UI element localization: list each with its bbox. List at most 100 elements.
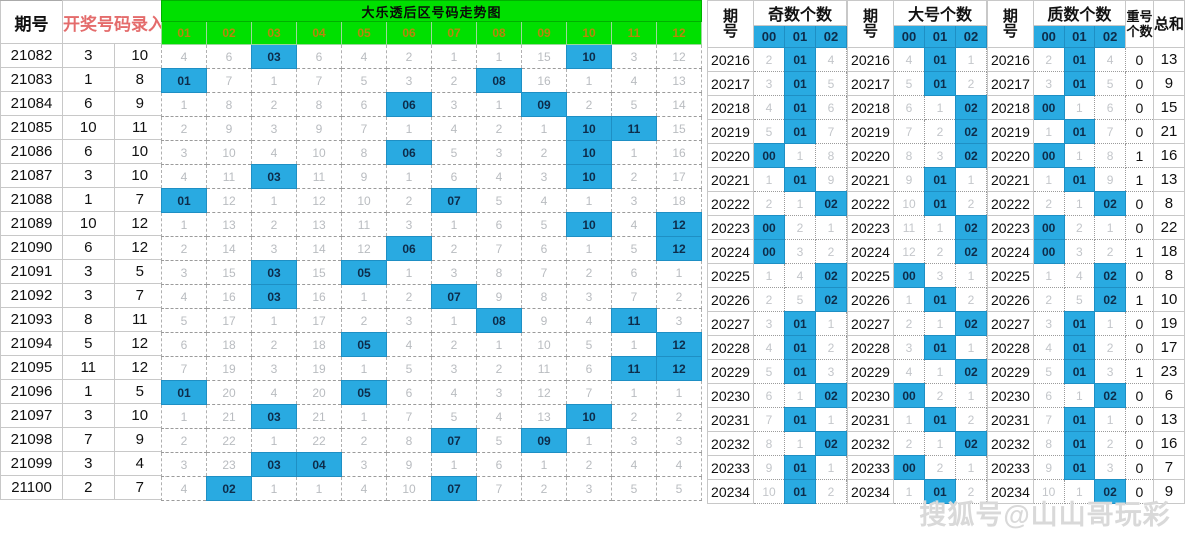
- period-cell: 21090: [0, 235, 63, 260]
- odd-count-table: 期号奇数个数 00 01 02 20216 2 01 4 20217 3 01 5 20218 4 01 6 2…: [707, 0, 847, 504]
- stat-sub-02[interactable]: 02: [1094, 25, 1126, 48]
- entry-value-1[interactable]: 1: [62, 67, 115, 92]
- entry-value-1[interactable]: 6: [62, 139, 115, 164]
- stat-cell: 1: [815, 215, 847, 240]
- stat-cell: 4: [893, 47, 925, 72]
- entry-value-2[interactable]: 4: [113, 451, 166, 476]
- entry-value-2[interactable]: 12: [113, 235, 166, 260]
- entry-value-2[interactable]: 10: [113, 43, 166, 68]
- grid-cell: 2: [476, 356, 522, 381]
- grid-hit-cell: 10: [566, 140, 612, 165]
- entry-value-2[interactable]: 12: [113, 355, 166, 380]
- stat-sub-01[interactable]: 01: [924, 25, 956, 48]
- repeat-count-cell: 0: [1124, 215, 1154, 240]
- entry-value-2[interactable]: 5: [113, 259, 166, 284]
- stat-sub-01[interactable]: 01: [1063, 25, 1096, 48]
- stat-sub-01[interactable]: 01: [784, 25, 816, 48]
- grid-column-07[interactable]: 07: [431, 21, 477, 45]
- stat-hit-cell: 00: [893, 383, 925, 408]
- total-sum-cell: 13: [1152, 47, 1185, 72]
- stat-cell: 1: [955, 335, 987, 360]
- entry-value-1[interactable]: 6: [62, 91, 115, 116]
- entry-value-2[interactable]: 9: [113, 91, 166, 116]
- entry-value-2[interactable]: 10: [113, 403, 166, 428]
- grid-cell: 17: [206, 308, 252, 333]
- entry-value-1[interactable]: 3: [62, 283, 115, 308]
- grid-column-10[interactable]: 10: [566, 21, 612, 45]
- stat-cell: 1: [1032, 167, 1065, 192]
- stat-row: 20234 1 01 2: [847, 479, 987, 504]
- stat-period-header: 期号: [987, 0, 1034, 48]
- entry-value-1[interactable]: 11: [62, 355, 115, 380]
- stat-hit-cell: 01: [784, 71, 816, 96]
- grid-cell: 4: [476, 164, 522, 189]
- grid-column-05[interactable]: 05: [341, 21, 387, 45]
- stat-cell: 5: [784, 287, 816, 312]
- grid-column-12[interactable]: 12: [656, 21, 702, 45]
- entry-value-1[interactable]: 10: [62, 211, 115, 236]
- grid-cell: 6: [296, 44, 342, 69]
- entry-value-2[interactable]: 10: [113, 163, 166, 188]
- entry-value-1[interactable]: 7: [62, 427, 115, 452]
- stat-cell: 10: [1032, 479, 1065, 504]
- grid-column-02[interactable]: 02: [206, 21, 252, 45]
- entry-value-1[interactable]: 3: [62, 403, 115, 428]
- table-row: 21090 6 12: [0, 235, 166, 260]
- grid-cell: 1: [251, 428, 297, 453]
- entry-value-1[interactable]: 6: [62, 235, 115, 260]
- grid-cell: 3: [386, 212, 432, 237]
- entry-value-2[interactable]: 12: [113, 331, 166, 356]
- stat-cell: 2: [1032, 191, 1065, 216]
- stat-title-row: 期号奇数个数: [707, 0, 847, 48]
- entry-value-1[interactable]: 10: [62, 115, 115, 140]
- entry-value-2[interactable]: 8: [113, 67, 166, 92]
- stat-cell: 9: [753, 455, 785, 480]
- stat-sub-02[interactable]: 02: [955, 25, 987, 48]
- entry-value-2[interactable]: 7: [113, 475, 166, 500]
- entry-value-1[interactable]: 3: [62, 43, 115, 68]
- stat-period-header-l2: 号: [862, 23, 878, 40]
- stat-period-cell: 20228: [847, 335, 894, 360]
- entry-value-2[interactable]: 11: [113, 307, 166, 332]
- stat-sub-00[interactable]: 00: [1032, 25, 1065, 48]
- entry-value-1[interactable]: 1: [62, 187, 115, 212]
- stat-period-cell: 20232: [987, 431, 1034, 456]
- stat-sub-00[interactable]: 00: [893, 25, 925, 48]
- grid-column-01[interactable]: 01: [161, 21, 207, 45]
- stat-period-cell: 20216: [987, 47, 1034, 72]
- stat-period-cell: 20222: [707, 191, 754, 216]
- stat-cell: 2: [784, 215, 816, 240]
- table-row: 21085 10 11: [0, 115, 166, 140]
- entry-value-2[interactable]: 12: [113, 211, 166, 236]
- entry-value-1[interactable]: 8: [62, 307, 115, 332]
- entry-value-2[interactable]: 10: [113, 139, 166, 164]
- table-row: 21096 1 5: [0, 379, 166, 404]
- entry-value-2[interactable]: 5: [113, 379, 166, 404]
- entry-value-1[interactable]: 3: [62, 451, 115, 476]
- stat-hit-cell: 02: [955, 95, 987, 120]
- grid-column-06[interactable]: 06: [386, 21, 432, 45]
- entry-value-2[interactable]: 9: [113, 427, 166, 452]
- entry-value-1[interactable]: 2: [62, 475, 115, 500]
- grid-column-03[interactable]: 03: [251, 21, 297, 45]
- entry-value-1[interactable]: 3: [62, 259, 115, 284]
- entry-value-2[interactable]: 7: [113, 283, 166, 308]
- stat-period-header: 期号: [707, 0, 754, 48]
- grid-cell: 7: [566, 380, 612, 405]
- entry-value-2[interactable]: 11: [113, 115, 166, 140]
- entry-value-1[interactable]: 5: [62, 331, 115, 356]
- stat-cell: 1: [1063, 383, 1096, 408]
- grid-column-09[interactable]: 09: [521, 21, 567, 45]
- stat-sub-00[interactable]: 00: [753, 25, 785, 48]
- entry-value-1[interactable]: 3: [62, 163, 115, 188]
- entry-value-2[interactable]: 7: [113, 187, 166, 212]
- stat-row: 20230 6 1 02 0 6: [987, 383, 1185, 408]
- grid-column-04[interactable]: 04: [296, 21, 342, 45]
- stat-sub-02[interactable]: 02: [815, 25, 847, 48]
- grid-column-11[interactable]: 11: [611, 21, 657, 45]
- stat-cell: 1: [924, 359, 956, 384]
- total-sum-cell: 17: [1152, 335, 1185, 360]
- grid-hit-cell: 03: [251, 404, 297, 429]
- grid-column-08[interactable]: 08: [476, 21, 522, 45]
- entry-value-1[interactable]: 1: [62, 379, 115, 404]
